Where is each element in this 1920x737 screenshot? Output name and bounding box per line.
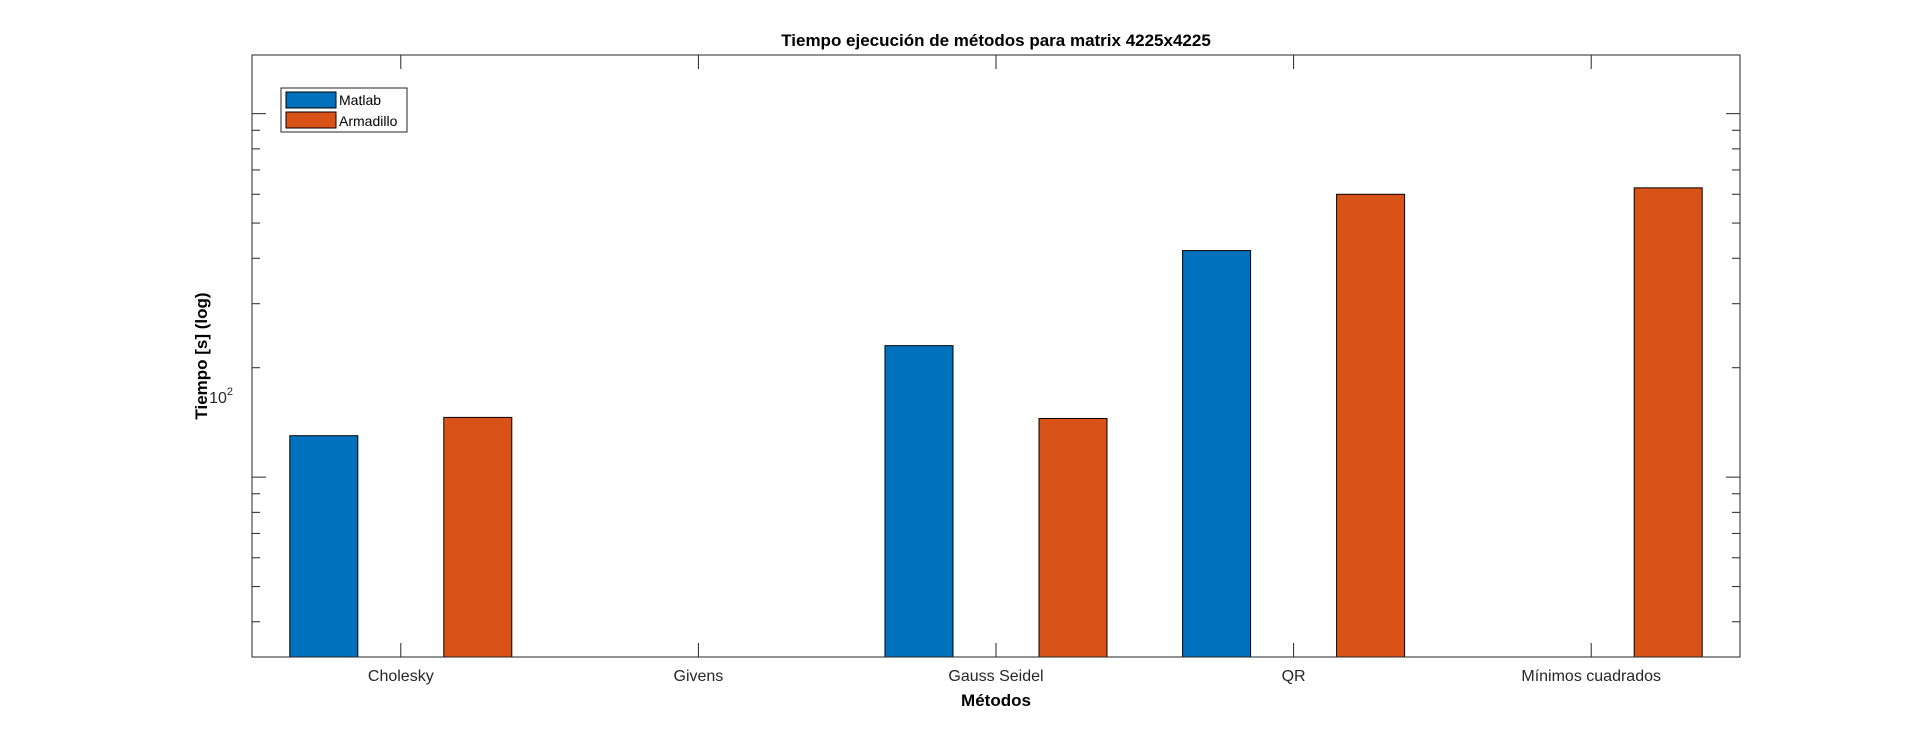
y-tick-label-100: 102	[209, 386, 233, 407]
bar-matlab-cholesky	[289, 435, 359, 658]
bar-matlab-qr	[1182, 250, 1252, 658]
x-tick-label: Gauss Seidel	[948, 668, 1043, 685]
legend-label-armadillo: Armadillo	[339, 113, 398, 129]
y-axis-label: Tiempo [s] (log)	[192, 292, 211, 419]
chart-title: Tiempo ejecución de métodos para matrix …	[781, 31, 1211, 50]
x-tick-label: Givens	[674, 668, 724, 685]
legend-swatch-armadillo	[285, 111, 337, 129]
legend-label-matlab: Matlab	[339, 92, 381, 108]
bar-armadillo-cholesky	[443, 416, 513, 658]
x-tick-label: QR	[1282, 668, 1306, 685]
x-axis-ticks	[400, 55, 1592, 657]
legend: Matlab Armadillo	[280, 87, 408, 133]
plot-area-frame	[251, 54, 1741, 658]
legend-swatch-matlab	[285, 91, 337, 109]
x-axis-label: Métodos	[961, 691, 1031, 710]
bar-matlab-gauss-seidel	[884, 345, 954, 658]
x-tick-label: Mínimos cuadrados	[1521, 668, 1661, 685]
bar-armadillo-gauss-seidel	[1038, 417, 1108, 658]
bar-armadillo-mínimos-cuadrados	[1633, 187, 1703, 658]
bar-series	[289, 187, 1703, 658]
y-axis-ticks	[252, 113, 1740, 623]
x-tick-label: Cholesky	[368, 668, 434, 685]
x-axis-tick-labels: Cholesky Givens Gauss Seidel QR Mínimos cuad…	[368, 668, 1661, 685]
bar-armadillo-qr	[1336, 193, 1406, 658]
